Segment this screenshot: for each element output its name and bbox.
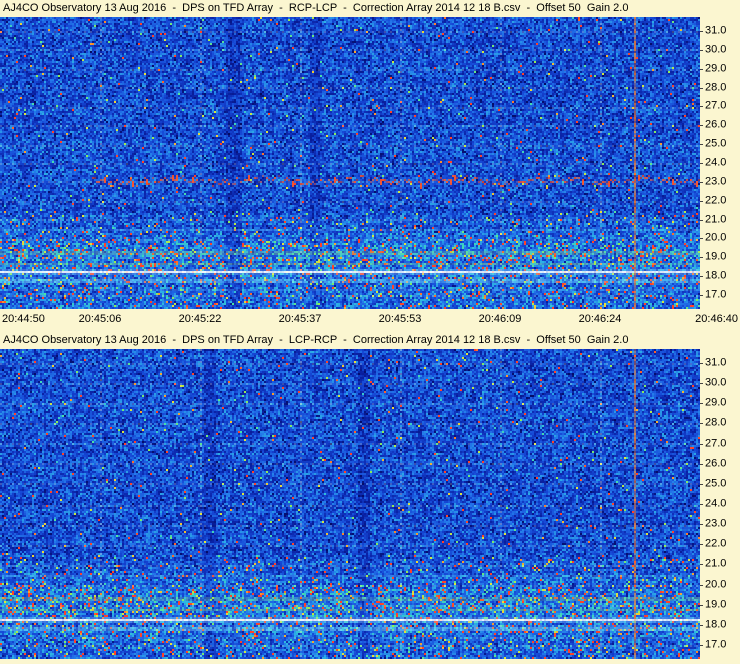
time-tick-label: 20:46:24 bbox=[578, 313, 622, 325]
freq-tick-mark bbox=[700, 605, 703, 606]
freq-tick-label: 27.0 bbox=[705, 436, 727, 449]
freq-tick-mark bbox=[700, 363, 703, 364]
freq-tick-label: 17.0 bbox=[705, 288, 727, 301]
freq-tick-label: 23.0 bbox=[705, 175, 727, 188]
freq-tick-mark bbox=[700, 163, 703, 164]
time-tick-label: 20:45:37 bbox=[278, 313, 322, 325]
freq-tick-label: 27.0 bbox=[705, 99, 727, 112]
panel1-title-bar: AJ4CO Observatory 13 Aug 2016 - DPS on T… bbox=[3, 2, 629, 14]
freq-tick-mark bbox=[700, 238, 703, 239]
spectrogram-canvas-rcp-lcp bbox=[0, 17, 700, 309]
freq-tick-mark bbox=[700, 464, 703, 465]
time-tick-label: 20:45:53 bbox=[378, 313, 422, 325]
freq-tick-mark bbox=[700, 524, 703, 525]
freq-tick-mark bbox=[700, 295, 703, 296]
freq-tick-mark bbox=[700, 144, 703, 145]
freq-tick-mark bbox=[700, 585, 703, 586]
freq-tick-mark bbox=[700, 50, 703, 51]
freq-tick-label: 21.0 bbox=[705, 557, 727, 570]
freq-tick-label: 20.0 bbox=[705, 577, 727, 590]
freq-tick-mark bbox=[700, 106, 703, 107]
freq-tick-label: 31.0 bbox=[705, 356, 727, 369]
time-tick-label: 20:45:06 bbox=[78, 313, 122, 325]
freq-tick-label: 20.0 bbox=[705, 231, 727, 244]
freq-tick-label: 24.0 bbox=[705, 156, 727, 169]
freq-tick-mark bbox=[700, 383, 703, 384]
freq-tick-mark bbox=[700, 504, 703, 505]
freq-tick-mark bbox=[700, 201, 703, 202]
freq-tick-mark bbox=[700, 125, 703, 126]
freq-tick-mark bbox=[700, 88, 703, 89]
freq-tick-mark bbox=[700, 257, 703, 258]
freq-tick-mark bbox=[700, 31, 703, 32]
freq-tick-label: 18.0 bbox=[705, 618, 727, 631]
freq-tick-label: 19.0 bbox=[705, 598, 727, 611]
time-tick-label: 20:46:09 bbox=[478, 313, 522, 325]
freq-tick-mark bbox=[700, 544, 703, 545]
freq-tick-label: 21.0 bbox=[705, 212, 727, 225]
freq-tick-label: 31.0 bbox=[705, 24, 727, 37]
freq-tick-mark bbox=[700, 182, 703, 183]
freq-tick-label: 22.0 bbox=[705, 537, 727, 550]
freq-tick-label: 17.0 bbox=[705, 638, 727, 651]
freq-tick-label: 25.0 bbox=[705, 137, 727, 150]
freq-tick-label: 30.0 bbox=[705, 376, 727, 389]
freq-tick-label: 30.0 bbox=[705, 43, 727, 56]
freq-tick-mark bbox=[700, 484, 703, 485]
freq-tick-label: 18.0 bbox=[705, 269, 727, 282]
freq-tick-mark bbox=[700, 276, 703, 277]
panel2-title-bar: AJ4CO Observatory 13 Aug 2016 - DPS on T… bbox=[3, 334, 629, 346]
freq-tick-label: 19.0 bbox=[705, 250, 727, 263]
freq-tick-label: 25.0 bbox=[705, 477, 727, 490]
freq-tick-mark bbox=[700, 220, 703, 221]
freq-tick-mark bbox=[700, 645, 703, 646]
spectrogram-canvas-lcp-rcp bbox=[0, 349, 700, 659]
time-tick-label: 20:46:40 bbox=[695, 313, 738, 325]
freq-tick-label: 24.0 bbox=[705, 497, 727, 510]
time-tick-label: 20:45:22 bbox=[178, 313, 222, 325]
freq-tick-label: 23.0 bbox=[705, 517, 727, 530]
freq-tick-label: 26.0 bbox=[705, 457, 727, 470]
freq-tick-mark bbox=[700, 69, 703, 70]
freq-tick-mark bbox=[700, 625, 703, 626]
freq-tick-label: 29.0 bbox=[705, 396, 727, 409]
freq-tick-label: 28.0 bbox=[705, 80, 727, 93]
freq-tick-label: 28.0 bbox=[705, 416, 727, 429]
freq-tick-label: 26.0 bbox=[705, 118, 727, 131]
time-tick-label: 20:44:50 bbox=[2, 313, 45, 325]
freq-tick-mark bbox=[700, 423, 703, 424]
freq-tick-label: 29.0 bbox=[705, 62, 727, 75]
freq-tick-mark bbox=[700, 564, 703, 565]
freq-tick-mark bbox=[700, 444, 703, 445]
freq-tick-label: 22.0 bbox=[705, 194, 727, 207]
freq-tick-mark bbox=[700, 403, 703, 404]
